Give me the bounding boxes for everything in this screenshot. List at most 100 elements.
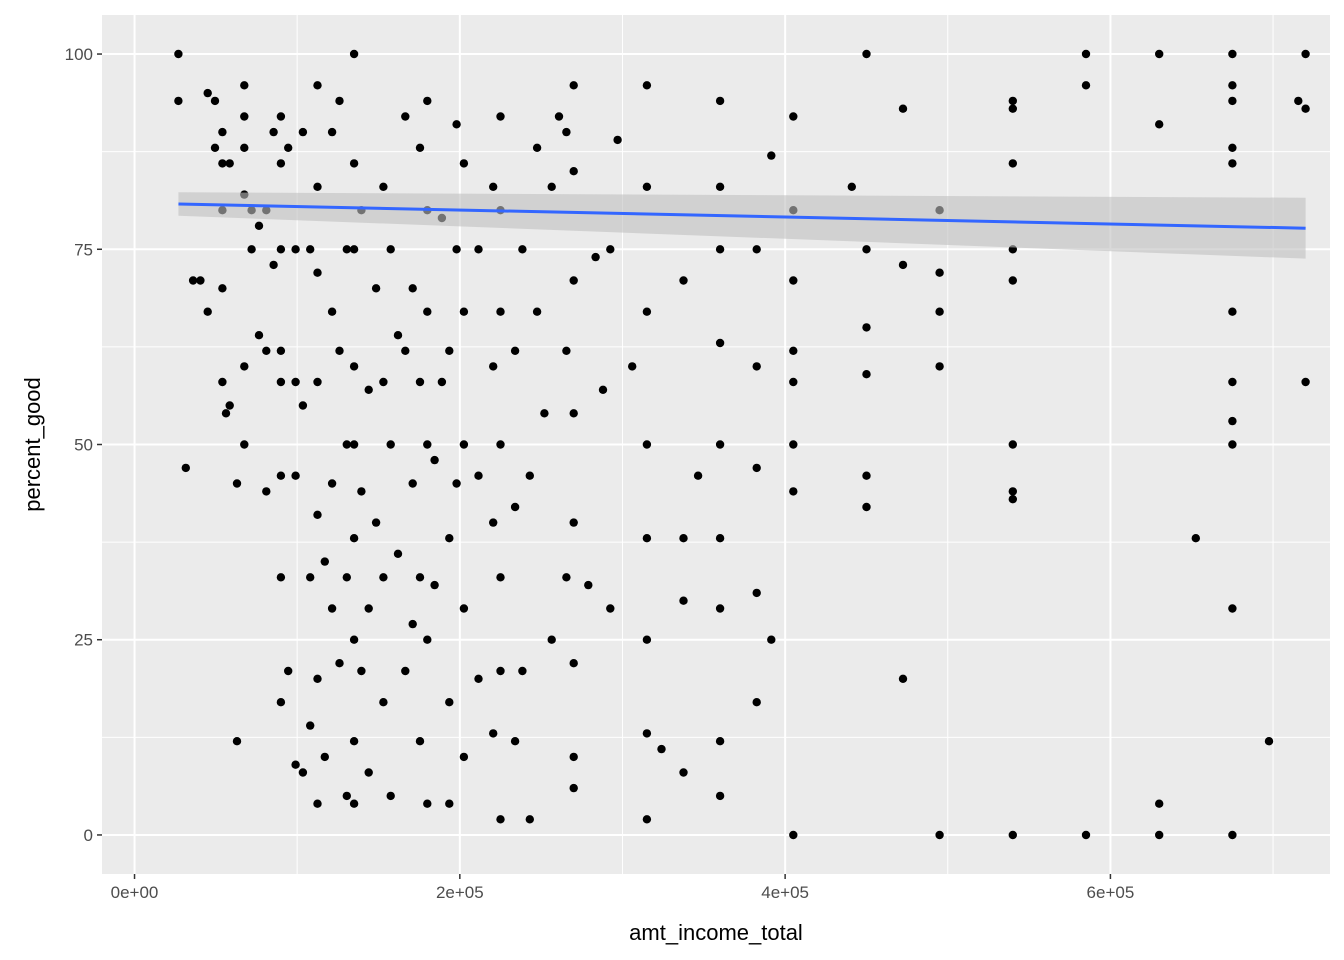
data-points	[174, 49, 1310, 840]
data-point	[240, 81, 249, 90]
data-point	[496, 573, 505, 582]
data-point	[335, 96, 344, 106]
data-point	[313, 510, 322, 519]
data-point	[591, 252, 600, 262]
x-tick-label: 0e+00	[111, 883, 159, 902]
data-point	[847, 182, 856, 191]
data-point	[276, 471, 286, 480]
data-point	[210, 143, 220, 152]
data-point	[496, 666, 505, 676]
data-point	[1301, 104, 1310, 113]
data-point	[715, 182, 725, 191]
data-point	[1008, 495, 1017, 504]
data-point	[715, 737, 725, 746]
data-point	[276, 159, 286, 168]
data-point	[679, 768, 688, 777]
data-point	[423, 440, 432, 449]
data-point	[218, 284, 227, 293]
data-point	[262, 487, 271, 496]
data-point	[349, 49, 359, 59]
data-point	[935, 268, 944, 277]
data-point	[291, 245, 300, 254]
data-point	[284, 143, 293, 152]
data-point	[342, 791, 351, 801]
data-point	[496, 112, 505, 121]
data-point	[569, 81, 578, 90]
data-point	[606, 245, 615, 254]
data-point	[562, 127, 571, 137]
data-point	[1008, 96, 1017, 106]
data-point	[349, 440, 359, 449]
data-point	[269, 260, 278, 270]
data-point	[430, 455, 439, 465]
data-point	[1155, 830, 1164, 840]
data-point	[188, 276, 198, 285]
data-point	[1228, 143, 1237, 152]
data-point	[364, 604, 373, 613]
data-point	[862, 323, 871, 332]
data-point	[254, 221, 264, 230]
data-point	[1301, 377, 1310, 387]
data-point	[657, 744, 666, 754]
data-point	[862, 471, 871, 480]
data-point	[371, 284, 381, 293]
data-point	[862, 502, 871, 512]
data-point	[862, 245, 871, 254]
data-point	[423, 307, 432, 316]
data-point	[174, 96, 183, 106]
data-point	[313, 377, 322, 387]
data-point	[218, 159, 227, 168]
data-point	[379, 698, 388, 707]
data-point	[1081, 49, 1091, 59]
data-point	[569, 518, 578, 527]
data-point	[327, 127, 337, 137]
data-point	[401, 666, 410, 676]
data-point	[862, 370, 871, 379]
data-point	[496, 307, 505, 316]
data-point	[291, 377, 300, 387]
data-point	[679, 596, 688, 605]
data-point	[532, 143, 542, 152]
data-point	[554, 112, 564, 121]
data-point	[342, 573, 351, 582]
data-point	[862, 49, 871, 59]
data-point	[752, 463, 761, 473]
data-point	[584, 580, 593, 590]
data-point	[510, 346, 520, 355]
data-point	[1228, 440, 1237, 449]
data-point	[525, 815, 534, 824]
data-point	[327, 479, 337, 488]
data-point	[313, 81, 322, 90]
data-point	[203, 307, 212, 316]
data-point	[174, 49, 183, 59]
data-point	[298, 768, 308, 777]
data-point	[613, 135, 622, 145]
data-point	[1155, 799, 1164, 808]
data-point	[221, 409, 231, 418]
data-point	[181, 463, 190, 473]
data-point	[510, 737, 520, 746]
data-point	[386, 440, 395, 449]
data-point	[752, 588, 761, 598]
data-point	[459, 307, 469, 316]
data-point	[349, 159, 359, 168]
data-point	[415, 737, 425, 746]
data-point	[306, 573, 315, 582]
data-point	[1155, 49, 1164, 59]
data-point	[562, 346, 571, 355]
data-point	[335, 346, 344, 355]
y-tick-label: 25	[74, 631, 93, 650]
data-point	[1228, 49, 1237, 59]
data-point	[342, 440, 351, 449]
data-point	[489, 518, 498, 527]
data-point	[1081, 830, 1091, 840]
data-point	[606, 604, 615, 613]
data-point	[386, 245, 395, 254]
data-point	[276, 377, 286, 387]
data-point	[357, 487, 366, 496]
data-point	[547, 635, 556, 644]
data-point	[518, 666, 527, 676]
data-point	[349, 737, 359, 746]
data-point	[240, 143, 249, 152]
y-axis: 0 25 50 75 100	[65, 45, 102, 845]
